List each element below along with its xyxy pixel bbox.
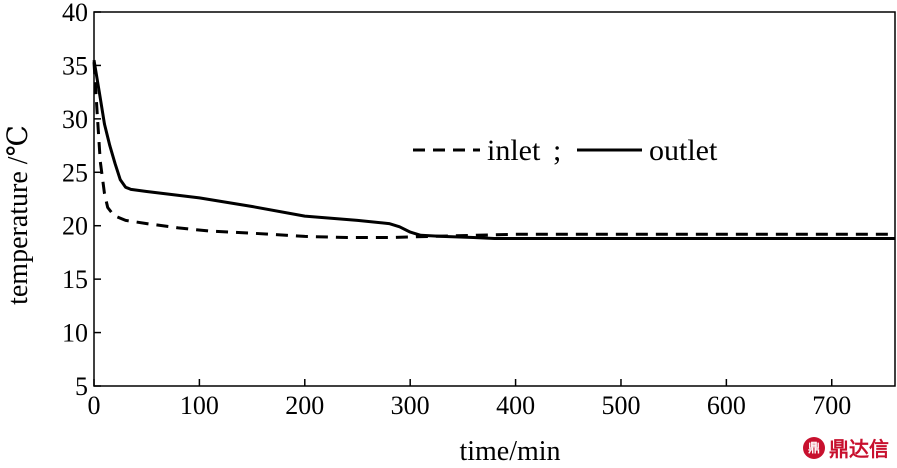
y-tick-label: 15 bbox=[62, 265, 88, 294]
x-tick-label: 300 bbox=[391, 391, 430, 420]
x-tick-label: 400 bbox=[496, 391, 535, 420]
legend-inlet-label: inlet bbox=[487, 134, 541, 167]
y-tick-label: 20 bbox=[62, 212, 88, 241]
y-tick-label: 30 bbox=[62, 105, 88, 134]
y-tick-label: 25 bbox=[62, 158, 88, 187]
legend-outlet-label: outlet bbox=[649, 134, 718, 167]
x-tick-label: 600 bbox=[707, 391, 746, 420]
x-tick-label: 700 bbox=[812, 391, 851, 420]
x-axis-ticks: 0 100 200 300 400 500 600 700 bbox=[88, 379, 851, 420]
y-tick-label: 5 bbox=[75, 372, 88, 401]
x-tick-label: 0 bbox=[88, 391, 101, 420]
dingdaxin-logo-icon: 鼎 bbox=[803, 436, 825, 459]
legend: inlet ; outlet bbox=[413, 134, 718, 167]
x-tick-label: 200 bbox=[285, 391, 324, 420]
y-tick-label: 10 bbox=[62, 319, 88, 348]
x-tick-label: 100 bbox=[180, 391, 219, 420]
plot-frame bbox=[93, 11, 896, 387]
y-tick-label: 35 bbox=[62, 51, 88, 80]
series-layer bbox=[92, 59, 895, 240]
y-tick-label: 40 bbox=[62, 0, 88, 27]
y-axis-ticks: 5 10 15 20 25 30 35 40 bbox=[62, 0, 101, 401]
watermark-text: 鼎达信 bbox=[829, 437, 889, 461]
series-line-outlet bbox=[92, 59, 895, 240]
watermark: 鼎 鼎达信 bbox=[803, 433, 889, 462]
x-tick-label: 500 bbox=[601, 391, 640, 420]
legend-separator: ; bbox=[553, 134, 561, 167]
x-axis-title: time/min bbox=[459, 436, 560, 467]
y-axis-title: temperature /℃ bbox=[3, 125, 34, 305]
